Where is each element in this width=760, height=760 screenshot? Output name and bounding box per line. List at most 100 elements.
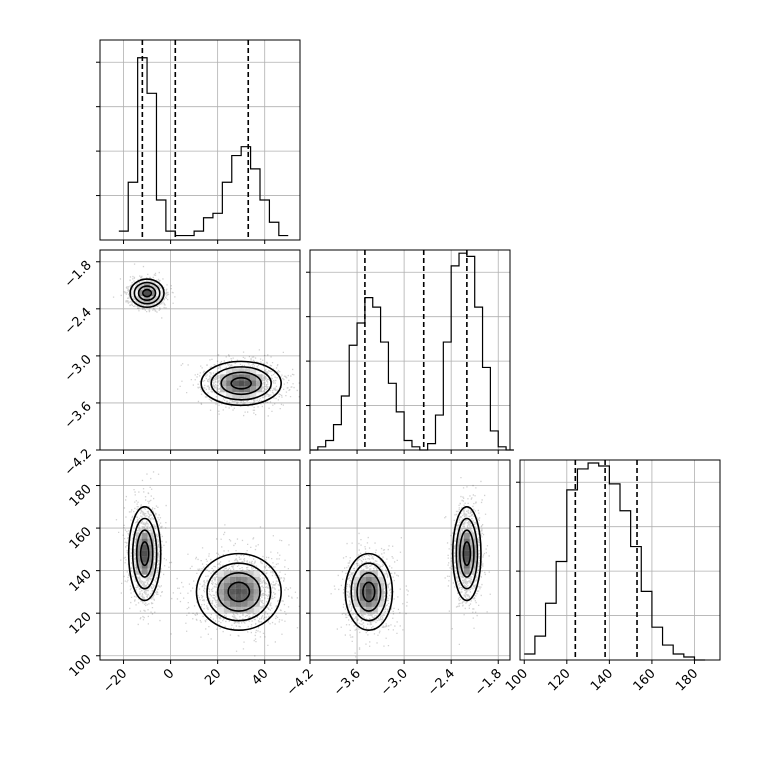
density-cell [244,386,251,393]
histogram-outline [524,462,706,661]
density-cell [235,576,242,583]
density-cell [371,570,378,577]
histogram-bar [341,396,349,450]
density-cell [365,570,372,577]
density-cell [235,594,242,601]
density-cell [250,368,257,375]
density-cell [365,576,372,583]
histogram-bar [185,236,194,240]
density-cell [229,576,236,583]
density-cell [241,582,248,589]
histogram-frame [519,459,721,661]
density-contour [210,366,272,401]
density-cell [217,606,224,613]
x-tick-label: 20 [202,666,224,688]
density-cell [469,568,476,575]
density-cell [220,368,227,375]
density-cell [253,600,260,607]
scatter-frame [309,459,511,661]
y-tick-label: −2.4 [62,305,95,338]
density-cell [235,570,242,577]
density-cell [147,544,154,551]
density-cell [235,582,242,589]
density-cell [371,606,378,613]
x-tick-label: 40 [249,666,271,688]
density-cell [244,392,251,399]
density-cell [247,588,254,595]
x-tick-label: −4.2 [284,666,317,699]
histogram-bar [269,222,278,240]
x-tick-label: −3.0 [378,666,411,699]
histogram-bar [435,415,443,450]
y-tick-label: 180 [67,482,95,510]
density-cell [463,568,470,575]
density-contour [200,360,282,407]
density-cell [377,606,384,613]
density-cell [141,544,148,551]
density-contour [356,571,382,612]
density-cell [253,588,260,595]
density-cell [463,556,470,563]
x-tick-label: 160 [631,666,659,694]
histogram-bar [166,231,175,240]
histogram-bar [451,266,459,450]
density-cell [457,568,464,575]
density-cell [463,550,470,557]
density-cell [223,582,230,589]
density-contour [459,529,475,578]
histogram-bar [119,231,128,240]
density-cell [147,556,154,563]
histogram-frame [99,39,301,241]
density-cell [469,532,476,539]
cluster-1 [170,524,300,657]
x-tick-label: −20 [100,666,130,696]
density-cell [229,600,236,607]
density-cell [147,538,154,545]
scatter-panel-0 [99,249,301,451]
density-cell [217,576,224,583]
density-cell [365,600,372,607]
density-cell [457,544,464,551]
density-contour [206,562,272,622]
density-cell [256,380,263,387]
density-cell [256,368,263,375]
histogram-bar [609,484,620,660]
density-cell [353,606,360,613]
x-tick-label: 180 [673,666,701,694]
histogram-bar [467,256,475,450]
x-tick-label: 140 [588,666,616,694]
histogram-bar [232,156,241,240]
scatter-frame [99,459,301,661]
density-cell [241,594,248,601]
y-tick-label: 160 [67,524,95,552]
histogram-bar [663,645,674,660]
density-cell [365,582,372,589]
density-cell [253,570,260,577]
histogram-bar [546,603,557,660]
scatter-content [112,263,300,417]
density-cell [223,594,230,601]
density-cell [217,594,224,601]
density-cell [217,588,224,595]
density-cell [238,368,245,375]
density-cell [247,576,254,583]
density-cell [150,290,157,297]
scatter-points [330,532,409,658]
histogram-bar [326,440,334,450]
density-contour [344,552,394,632]
histogram-bar [620,511,631,660]
histogram-bar [631,547,642,660]
histogram-bar [365,298,373,450]
density-cell [250,386,257,393]
density-cell [141,556,148,563]
density-cell [244,368,251,375]
density-cell [469,544,476,551]
density-contour [137,285,157,301]
density-cell [223,570,230,577]
density-cell [135,538,142,545]
density-cell [223,588,230,595]
density-cell [144,284,151,291]
density-contour [135,529,154,578]
density-contour [129,278,165,309]
